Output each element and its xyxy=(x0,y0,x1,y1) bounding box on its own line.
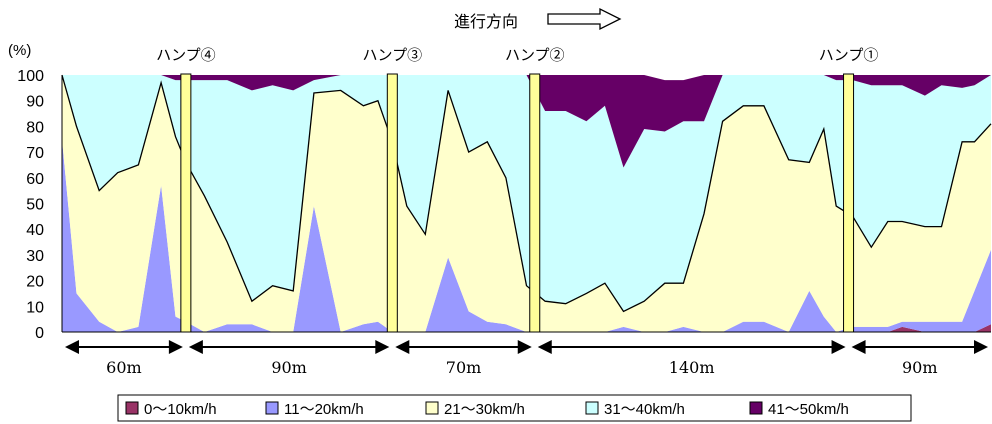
y-axis-unit: (%) xyxy=(8,42,31,59)
segment-arrowhead-right-4 xyxy=(974,340,988,354)
hump-label-0: ハンプ④ xyxy=(156,46,216,64)
segment-arrowhead-left-0 xyxy=(65,340,79,354)
segment-arrowhead-left-4 xyxy=(851,340,866,354)
legend-label-3: 31〜40km/h xyxy=(604,401,685,418)
y-tick-30: 30 xyxy=(26,248,44,265)
hump-label-2: ハンプ② xyxy=(505,46,565,64)
y-tick-0: 0 xyxy=(35,325,44,342)
y-tick-80: 80 xyxy=(26,119,44,136)
legend-box xyxy=(117,394,912,422)
segment-label-2: 70m xyxy=(446,358,482,377)
segment-label-3: 140m xyxy=(669,358,715,377)
y-tick-labels: 0 10 20 30 40 50 60 70 80 90 100 xyxy=(17,68,44,342)
y-tick-10: 10 xyxy=(26,299,44,316)
y-tick-40: 40 xyxy=(26,222,44,239)
segment-arrowhead-right-1 xyxy=(375,340,390,354)
segment-arrowhead-right-2 xyxy=(517,340,532,354)
hump-labels: ハンプ④ ハンプ③ ハンプ② ハンプ① xyxy=(156,46,878,64)
legend-label-0: 0〜10km/h xyxy=(144,401,217,418)
segment-arrowhead-right-3 xyxy=(831,340,846,354)
legend-swatch-1 xyxy=(265,401,279,415)
segment-label-0: 60m xyxy=(106,358,142,377)
segment-arrowhead-left-1 xyxy=(188,340,203,354)
segment-arrowhead-left-3 xyxy=(537,340,552,354)
legend-swatch-3 xyxy=(585,401,599,415)
legend-swatch-0 xyxy=(125,401,139,415)
series-area-4 xyxy=(62,75,991,168)
series-area-2 xyxy=(62,75,991,332)
hump-label-1: ハンプ③ xyxy=(363,46,423,64)
legend-label-4: 41〜50km/h xyxy=(768,401,849,418)
direction-arrow-icon xyxy=(547,7,622,31)
y-tick-60: 60 xyxy=(26,171,44,188)
direction-indicator: 進行方向 xyxy=(454,7,622,31)
y-tick-50: 50 xyxy=(26,197,44,214)
series-area-0 xyxy=(62,324,991,332)
axes xyxy=(61,75,991,333)
segment-label-1: 90m xyxy=(271,358,307,377)
segment-arrowhead-right-0 xyxy=(168,340,183,354)
legend-label-1: 11〜20km/h xyxy=(284,401,364,418)
legend-swatch-2 xyxy=(425,401,439,415)
hump-marker-2 xyxy=(529,73,541,333)
legend: 0〜10km/h 11〜20km/h 21〜30km/h 31〜40km/h 41〜50… xyxy=(117,394,912,422)
legend-label-2: 21〜30km/h xyxy=(444,401,525,418)
y-tick-90: 90 xyxy=(26,94,44,111)
series-area-1 xyxy=(62,139,991,332)
hump-label-3: ハンプ① xyxy=(819,46,879,64)
hump-marker-1 xyxy=(386,73,398,333)
y-tick-70: 70 xyxy=(26,145,44,162)
hump-marker-3 xyxy=(843,73,855,333)
segment-label-4: 90m xyxy=(902,358,938,377)
direction-label: 進行方向 xyxy=(454,13,518,31)
y-tick-100: 100 xyxy=(17,68,44,85)
legend-swatch-4 xyxy=(749,401,763,415)
segment-arrowhead-left-2 xyxy=(395,340,410,354)
hump-marker-0 xyxy=(180,73,192,333)
distance-segments: 60m 90m 70m 140m 90m xyxy=(65,340,988,377)
y-tick-20: 20 xyxy=(26,274,44,291)
series-area-3 xyxy=(62,75,991,312)
